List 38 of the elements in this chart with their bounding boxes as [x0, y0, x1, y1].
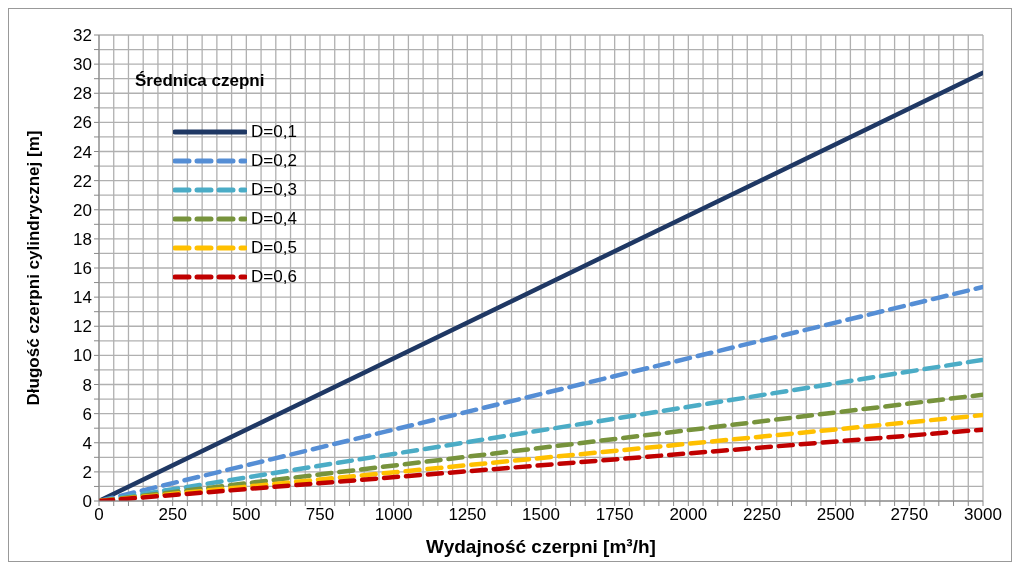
x-tick-label: 1000: [374, 505, 413, 525]
legend-label: D=0,4: [251, 208, 297, 229]
y-tick-label: 8: [82, 375, 92, 395]
x-tick-label: 750: [305, 505, 335, 525]
y-tick-label: 12: [73, 317, 92, 337]
x-axis-title: Wydajność czerpni [m³/h]: [426, 536, 656, 557]
x-tick-label: 2000: [669, 505, 708, 525]
x-tick-label: 2750: [890, 505, 929, 525]
x-tick-label: 3000: [964, 505, 1002, 525]
x-tick-label: 2250: [743, 505, 781, 525]
y-axis-title: Długość czerpni cylindrycznej [m]: [24, 130, 44, 406]
x-tick-label: 2500: [816, 505, 855, 525]
legend-label: D=0,3: [251, 179, 297, 200]
x-tick-label: 1250: [448, 505, 487, 525]
legend-title: Średnica czepni: [135, 71, 266, 91]
y-tick-label: 2: [82, 462, 92, 482]
y-tick-label: 4: [82, 433, 92, 453]
y-tick-label: 32: [73, 26, 92, 46]
legend-label: D=0,2: [251, 150, 297, 171]
legend-label: D=0,1: [251, 121, 297, 142]
x-tick-label: 500: [232, 505, 261, 525]
x-tick-label: 250: [158, 505, 187, 525]
y-tick-label: 26: [73, 113, 92, 133]
y-tick-label: 16: [73, 259, 92, 279]
y-tick-label: 30: [73, 55, 92, 75]
legend-label: D=0,5: [251, 237, 297, 258]
x-tick-label: 1750: [595, 505, 634, 525]
y-tick-label: 20: [73, 200, 92, 220]
y-tick-label: 22: [73, 171, 92, 191]
x-tick-label: 1500: [522, 505, 560, 525]
y-tick-label: 28: [73, 84, 92, 104]
y-tick-label: 10: [73, 346, 92, 366]
y-tick-label: 6: [82, 404, 92, 424]
y-tick-label: 24: [73, 142, 92, 162]
y-tick-label: 0: [82, 492, 92, 512]
y-tick-label: 18: [73, 229, 92, 249]
y-tick-label: 14: [73, 288, 92, 308]
legend-label: D=0,6: [251, 266, 297, 287]
